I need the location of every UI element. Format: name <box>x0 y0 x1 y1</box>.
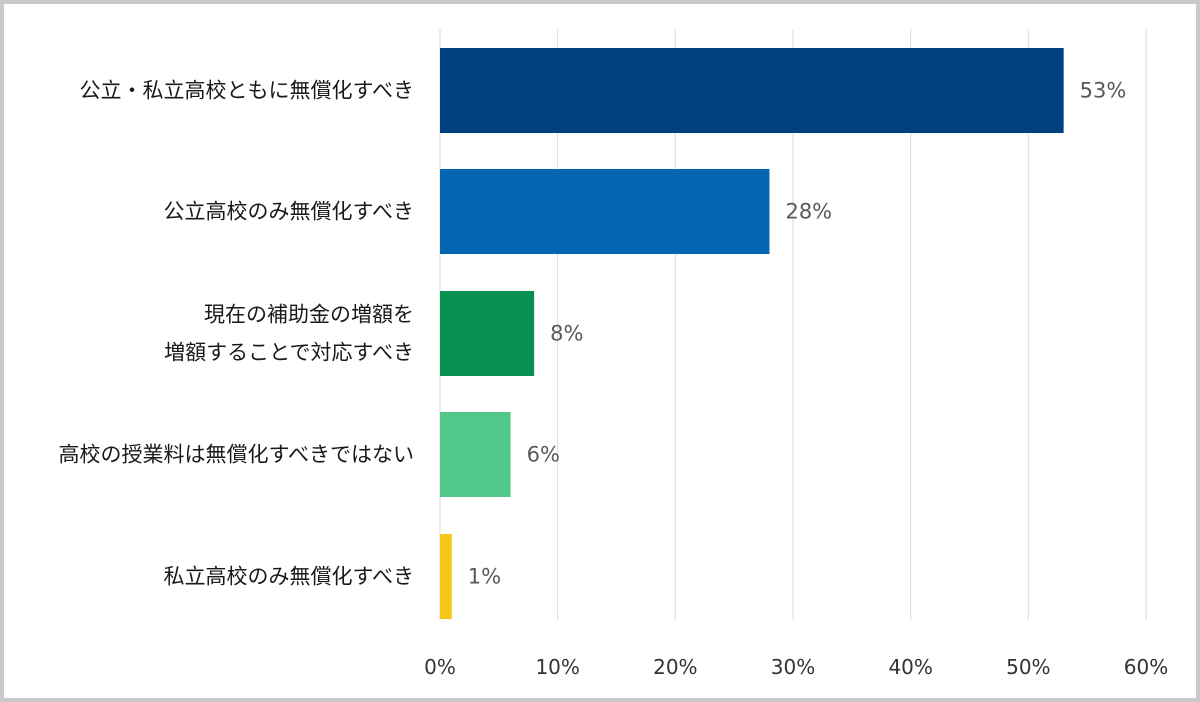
bar-1 <box>440 169 770 254</box>
data-label: 6% <box>527 443 560 467</box>
category-labels: 公立・私立高校ともに無償化すべき公立高校のみ無償化すべき現在の補助金の増額を増額… <box>58 79 414 589</box>
x-tick-label: 60% <box>1124 655 1168 679</box>
bar-chart: 公立・私立高校ともに無償化すべき公立高校のみ無償化すべき現在の補助金の増額を増額… <box>58 29 1168 679</box>
data-label: 28% <box>785 200 832 224</box>
data-label: 1% <box>468 565 501 589</box>
data-label: 53% <box>1080 79 1127 103</box>
x-tick-label: 0% <box>424 655 456 679</box>
category-label: 高校の授業料は無償化すべきではない <box>58 443 414 467</box>
bar-0 <box>440 48 1064 133</box>
category-label: 公立高校のみ無償化すべき <box>163 200 414 224</box>
category-label: 私立高校のみ無償化すべき <box>163 565 414 589</box>
bar-3 <box>440 412 511 497</box>
bar-2 <box>440 291 535 376</box>
x-axis-tick-labels: 0% 10% 20% 30% 40% 50% 60% <box>424 655 1168 679</box>
value-labels: 53% 28% 8% 6% 1% <box>468 79 1127 589</box>
x-tick-label: 20% <box>653 655 697 679</box>
category-label-line: 私立高校のみ無償化すべき <box>163 565 414 589</box>
bars <box>440 48 1064 619</box>
category-label-line: 公立・私立高校ともに無償化すべき <box>79 79 414 103</box>
category-label: 現在の補助金の増額を増額することで対応すべき <box>164 303 414 365</box>
category-label: 公立・私立高校ともに無償化すべき <box>79 79 414 103</box>
category-label-line: 増額することで対応すべき <box>164 341 414 365</box>
x-tick-label: 10% <box>535 655 579 679</box>
category-label-line: 高校の授業料は無償化すべきではない <box>58 443 414 467</box>
x-tick-label: 40% <box>888 655 932 679</box>
category-label-line: 現在の補助金の増額を <box>204 303 414 327</box>
category-label-line: 公立高校のみ無償化すべき <box>163 200 414 224</box>
x-tick-label: 30% <box>771 655 815 679</box>
bar-4 <box>440 534 452 619</box>
data-label: 8% <box>550 322 583 346</box>
x-tick-label: 50% <box>1006 655 1050 679</box>
